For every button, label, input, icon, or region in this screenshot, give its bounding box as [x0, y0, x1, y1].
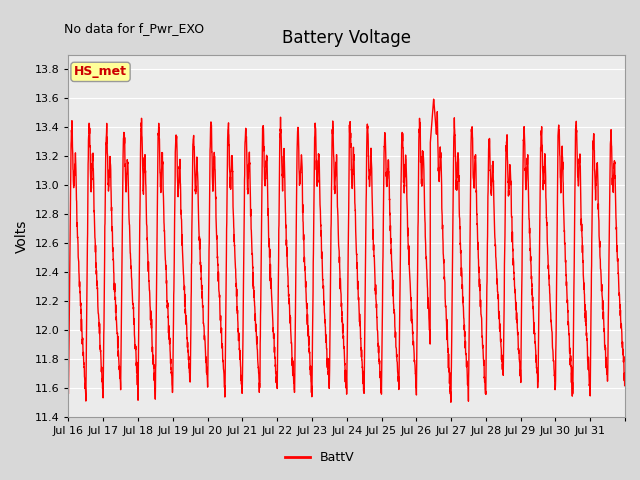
Title: Battery Voltage: Battery Voltage [282, 29, 412, 48]
Legend: BattV: BattV [280, 446, 360, 469]
Text: No data for f_Pwr_EXO: No data for f_Pwr_EXO [64, 22, 204, 35]
Y-axis label: Volts: Volts [15, 219, 29, 252]
Text: HS_met: HS_met [74, 65, 127, 78]
